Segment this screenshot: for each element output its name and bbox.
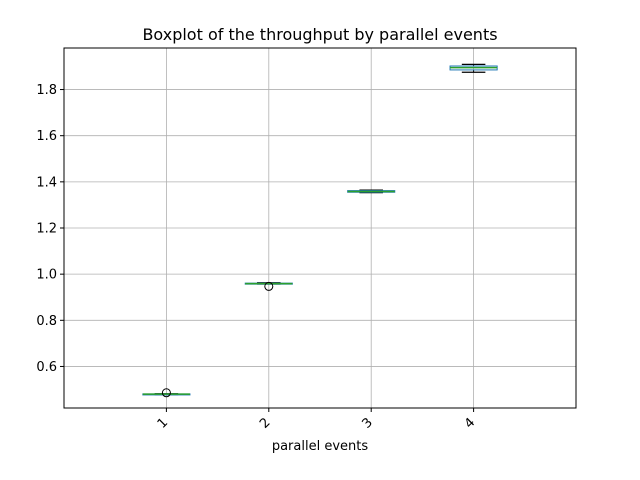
y-tick-label: 1.2 xyxy=(36,222,57,237)
boxes xyxy=(142,63,498,398)
y-tick-label: 0.6 xyxy=(36,360,57,375)
box-category-3 xyxy=(347,189,396,194)
grid xyxy=(64,48,576,408)
x-tick-label: 1 xyxy=(155,415,171,431)
x-axis-label: parallel events xyxy=(272,439,369,454)
y-axis: 0.6 0.8 1.0 1.2 1.4 1.6 1.8 xyxy=(36,83,64,375)
outlier-point xyxy=(161,388,171,398)
y-tick-label: 1.4 xyxy=(36,175,57,190)
y-tick-label: 0.8 xyxy=(36,314,57,329)
x-axis: 1 2 3 4 xyxy=(155,408,478,432)
box-category-1 xyxy=(142,388,191,398)
chart-title: Boxplot of the throughput by parallel ev… xyxy=(142,25,497,44)
x-tick-label: 2 xyxy=(257,415,273,431)
outlier-point xyxy=(264,281,274,291)
y-tick-label: 1.8 xyxy=(36,83,57,98)
y-tick-label: 1.6 xyxy=(36,129,57,144)
y-tick-label: 1.0 xyxy=(36,268,57,283)
box-category-2 xyxy=(244,281,293,291)
box-category-4 xyxy=(449,63,498,73)
x-tick-label: 4 xyxy=(462,415,478,431)
x-tick-label: 3 xyxy=(359,415,375,431)
